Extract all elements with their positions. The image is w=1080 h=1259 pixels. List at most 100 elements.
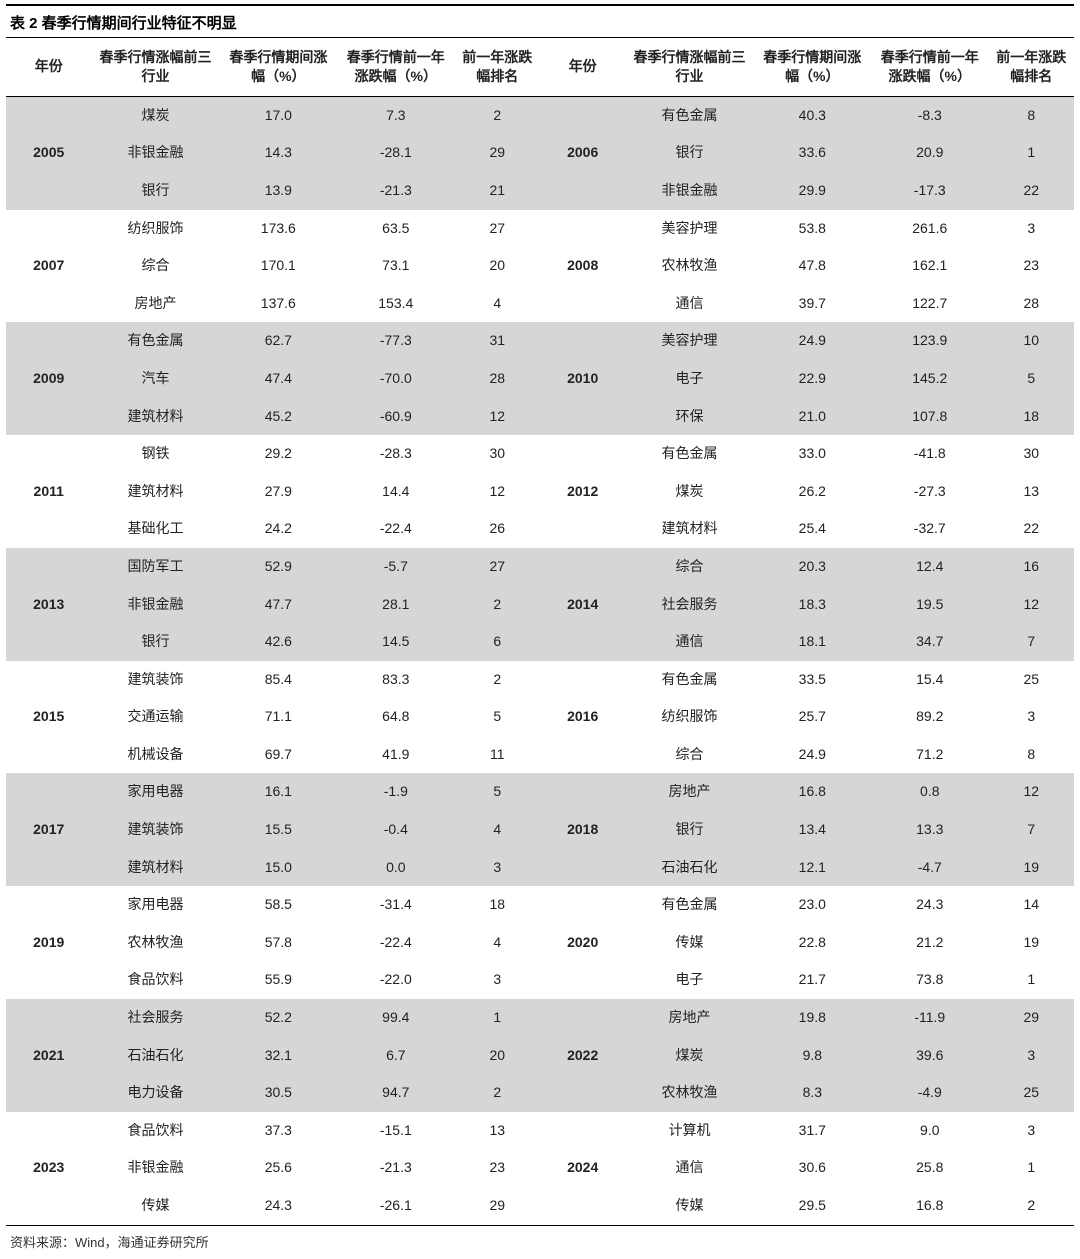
- data-cell: 有色金属: [625, 661, 753, 699]
- data-cell: 29: [455, 1187, 540, 1225]
- data-cell: -28.3: [337, 435, 454, 473]
- data-cell: -1.9: [337, 773, 454, 811]
- data-cell: 29.9: [754, 172, 871, 210]
- data-cell: 1: [989, 961, 1075, 999]
- data-cell: 家用电器: [91, 773, 219, 811]
- table-row: 钢铁29.2-28.330有色金属33.0-41.830: [6, 435, 1074, 473]
- data-cell: 有色金属: [625, 435, 753, 473]
- data-cell: 传媒: [91, 1187, 219, 1225]
- year-cell: 2007: [6, 247, 91, 285]
- year-cell-empty: [540, 886, 625, 924]
- data-cell: 非银金融: [91, 586, 219, 624]
- data-cell: 13.4: [754, 811, 871, 849]
- table-row: 银行42.614.56通信18.134.77: [6, 623, 1074, 661]
- data-cell: 银行: [91, 623, 219, 661]
- year-cell-empty: [540, 1187, 625, 1225]
- data-cell: 33.6: [754, 134, 871, 172]
- data-cell: 20: [455, 1037, 540, 1075]
- col-header: 春季行情期间涨幅（%）: [220, 38, 337, 97]
- data-cell: 37.3: [220, 1112, 337, 1150]
- data-cell: 煤炭: [91, 96, 219, 134]
- data-cell: -28.1: [337, 134, 454, 172]
- data-cell: 107.8: [871, 398, 988, 436]
- year-cell-empty: [6, 172, 91, 210]
- data-cell: 农林牧渔: [91, 924, 219, 962]
- data-cell: -11.9: [871, 999, 988, 1037]
- year-cell: 2012: [540, 473, 625, 511]
- data-cell: 通信: [625, 623, 753, 661]
- data-cell: 3: [455, 849, 540, 887]
- year-cell: 2017: [6, 811, 91, 849]
- data-cell: 24.3: [871, 886, 988, 924]
- data-cell: 27.9: [220, 473, 337, 511]
- data-cell: 63.5: [337, 210, 454, 248]
- data-cell: 25.7: [754, 698, 871, 736]
- data-cell: 银行: [91, 172, 219, 210]
- data-cell: 20: [455, 247, 540, 285]
- data-cell: 电子: [625, 961, 753, 999]
- data-cell: 社会服务: [625, 586, 753, 624]
- year-cell-empty: [540, 736, 625, 774]
- data-cell: 14.4: [337, 473, 454, 511]
- year-cell-empty: [540, 398, 625, 436]
- data-cell: 45.2: [220, 398, 337, 436]
- data-cell: 7.3: [337, 96, 454, 134]
- data-cell: 16: [989, 548, 1075, 586]
- year-cell: 2018: [540, 811, 625, 849]
- data-cell: 12.1: [754, 849, 871, 887]
- year-cell-empty: [540, 322, 625, 360]
- table-body: 煤炭17.07.32有色金属40.3-8.382005非银金融14.3-28.1…: [6, 96, 1074, 1224]
- col-header: 前一年涨跌幅排名: [989, 38, 1075, 97]
- data-cell: 美容护理: [625, 322, 753, 360]
- data-cell: 19.8: [754, 999, 871, 1037]
- data-cell: 计算机: [625, 1112, 753, 1150]
- data-cell: 通信: [625, 285, 753, 323]
- year-cell-empty: [6, 435, 91, 473]
- year-cell-empty: [540, 999, 625, 1037]
- data-cell: 19: [989, 849, 1075, 887]
- data-cell: 71.2: [871, 736, 988, 774]
- data-cell: -21.3: [337, 1149, 454, 1187]
- data-cell: 建筑材料: [625, 510, 753, 548]
- data-cell: 房地产: [91, 285, 219, 323]
- data-cell: 39.7: [754, 285, 871, 323]
- data-cell: -27.3: [871, 473, 988, 511]
- data-cell: 26.2: [754, 473, 871, 511]
- table-row: 2023非银金融25.6-21.3232024通信30.625.81: [6, 1149, 1074, 1187]
- data-cell: 31: [455, 322, 540, 360]
- table-row: 建筑材料15.00.03石油石化12.1-4.719: [6, 849, 1074, 887]
- data-cell: 12: [989, 773, 1075, 811]
- data-cell: 28.1: [337, 586, 454, 624]
- year-cell: 2005: [6, 134, 91, 172]
- col-header: 春季行情涨幅前三行业: [625, 38, 753, 97]
- data-cell: 银行: [625, 811, 753, 849]
- year-cell: 2006: [540, 134, 625, 172]
- data-cell: 33.0: [754, 435, 871, 473]
- table-row: 家用电器58.5-31.418有色金属23.024.314: [6, 886, 1074, 924]
- data-cell: 1: [455, 999, 540, 1037]
- data-cell: 传媒: [625, 924, 753, 962]
- data-cell: 9.8: [754, 1037, 871, 1075]
- data-cell: 17.0: [220, 96, 337, 134]
- data-cell: 4: [455, 811, 540, 849]
- year-cell: 2013: [6, 586, 91, 624]
- data-cell: 10: [989, 322, 1075, 360]
- data-table: 年份春季行情涨幅前三行业春季行情期间涨幅（%）春季行情前一年涨跌幅（%）前一年涨…: [6, 37, 1074, 1225]
- table-row: 基础化工24.2-22.426建筑材料25.4-32.722: [6, 510, 1074, 548]
- year-cell-empty: [6, 886, 91, 924]
- data-cell: 1: [989, 134, 1075, 172]
- year-cell: 2016: [540, 698, 625, 736]
- data-cell: 13.3: [871, 811, 988, 849]
- data-cell: 19: [989, 924, 1075, 962]
- year-cell: 2015: [6, 698, 91, 736]
- data-cell: -15.1: [337, 1112, 454, 1150]
- year-cell: 2021: [6, 1037, 91, 1075]
- table-row: 纺织服饰173.663.527美容护理53.8261.63: [6, 210, 1074, 248]
- data-cell: 29.2: [220, 435, 337, 473]
- table-row: 国防军工52.9-5.727综合20.312.416: [6, 548, 1074, 586]
- data-cell: 14: [989, 886, 1075, 924]
- data-cell: 12: [455, 398, 540, 436]
- data-cell: -31.4: [337, 886, 454, 924]
- table-row: 2009汽车47.4-70.0282010电子22.9145.25: [6, 360, 1074, 398]
- data-cell: 29: [989, 999, 1075, 1037]
